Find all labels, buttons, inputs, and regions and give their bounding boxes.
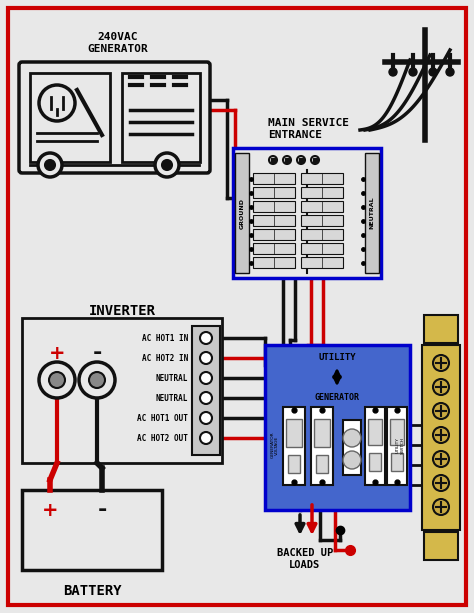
Circle shape (283, 156, 291, 164)
Bar (387, 407, 407, 485)
Bar (301, 201, 343, 212)
Text: INVERTER: INVERTER (89, 304, 155, 318)
Circle shape (389, 68, 397, 76)
Bar (253, 215, 295, 226)
Circle shape (433, 499, 449, 515)
Bar (422, 345, 460, 530)
Text: BATTERY: BATTERY (63, 584, 121, 598)
Text: +: + (49, 343, 65, 362)
Text: UTILITY: UTILITY (318, 352, 356, 362)
Circle shape (89, 372, 105, 388)
Bar (301, 187, 343, 198)
Circle shape (155, 153, 179, 177)
Bar (311, 407, 333, 485)
Circle shape (433, 403, 449, 419)
Bar (253, 243, 295, 254)
Circle shape (200, 332, 212, 344)
Bar (122, 73, 200, 162)
Bar (391, 453, 403, 471)
Bar (288, 455, 300, 473)
Bar (424, 315, 458, 343)
Circle shape (200, 412, 212, 424)
Circle shape (433, 379, 449, 395)
Circle shape (269, 156, 277, 164)
Bar (301, 215, 343, 226)
Circle shape (45, 160, 55, 170)
Bar (316, 455, 328, 473)
Circle shape (38, 153, 62, 177)
Text: 240VAC
GENERATOR: 240VAC GENERATOR (88, 32, 148, 53)
Circle shape (433, 451, 449, 467)
Circle shape (200, 372, 212, 384)
Circle shape (39, 362, 75, 398)
Bar (301, 243, 343, 254)
Bar (253, 229, 295, 240)
Text: +: + (42, 500, 58, 519)
Text: NEUTRAL: NEUTRAL (370, 197, 374, 229)
Bar (22, 318, 222, 463)
Circle shape (200, 432, 212, 444)
Text: GENERATOR: GENERATOR (315, 392, 359, 402)
Circle shape (409, 68, 417, 76)
Bar (301, 257, 343, 268)
Text: AC HOT1 OUT: AC HOT1 OUT (137, 414, 188, 422)
Bar (343, 420, 361, 475)
Circle shape (311, 156, 319, 164)
Circle shape (343, 451, 361, 469)
Text: -: - (97, 500, 107, 520)
Circle shape (79, 362, 115, 398)
Circle shape (162, 160, 172, 170)
Bar (424, 532, 458, 560)
Circle shape (446, 68, 454, 76)
Text: GENERATOR
VOLTAGE: GENERATOR VOLTAGE (271, 432, 279, 459)
Circle shape (200, 392, 212, 404)
Circle shape (433, 427, 449, 443)
Circle shape (433, 355, 449, 371)
Text: AC HOT1 IN: AC HOT1 IN (142, 333, 188, 343)
Bar (30, 73, 110, 162)
Bar (22, 490, 162, 570)
Bar (365, 407, 385, 485)
Text: AC HOT2 OUT: AC HOT2 OUT (137, 433, 188, 443)
Bar (301, 173, 343, 184)
Circle shape (297, 156, 305, 164)
Text: AC HOT2 IN: AC HOT2 IN (142, 354, 188, 362)
FancyBboxPatch shape (19, 62, 210, 173)
Circle shape (39, 85, 75, 121)
Bar (368, 419, 382, 445)
Bar (235, 153, 249, 273)
Circle shape (200, 352, 212, 364)
Bar (265, 345, 410, 510)
Bar (192, 326, 220, 455)
Bar (314, 419, 330, 447)
Bar (253, 173, 295, 184)
Bar (390, 419, 404, 445)
Bar (233, 148, 381, 278)
Text: NEUTRAL: NEUTRAL (155, 373, 188, 383)
Text: BACKED UP
LOADS: BACKED UP LOADS (277, 548, 333, 569)
Bar (369, 453, 381, 471)
Circle shape (343, 429, 361, 447)
Text: MAIN SERVICE
ENTRANCE: MAIN SERVICE ENTRANCE (268, 118, 349, 140)
Circle shape (433, 475, 449, 491)
Bar (253, 201, 295, 212)
Bar (286, 419, 302, 447)
Bar (301, 229, 343, 240)
Bar (253, 187, 295, 198)
Bar (253, 257, 295, 268)
Text: UTILITY
SWITCH: UTILITY SWITCH (396, 436, 404, 454)
Bar (283, 407, 305, 485)
Text: GROUND: GROUND (239, 197, 245, 229)
Text: -: - (92, 343, 102, 363)
Text: NEUTRAL: NEUTRAL (155, 394, 188, 403)
Circle shape (429, 68, 437, 76)
Bar (365, 153, 379, 273)
Circle shape (49, 372, 65, 388)
